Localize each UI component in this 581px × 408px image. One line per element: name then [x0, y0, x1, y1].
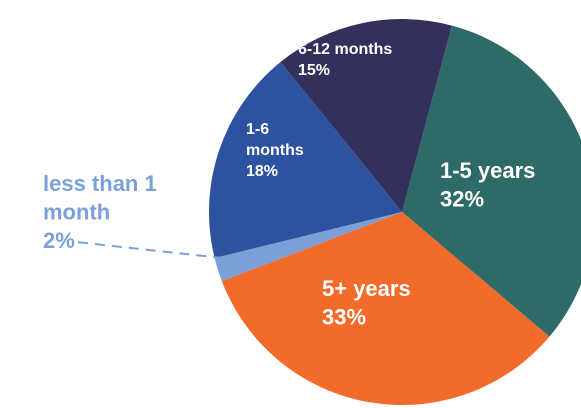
- pie-slice: [402, 25, 581, 337]
- label-line: month: [43, 199, 110, 224]
- slice-label: 1-5 years: [440, 158, 535, 183]
- slice-label: 6-12 months: [298, 41, 392, 58]
- pie-slice: [209, 62, 402, 259]
- slice-value-label: 15%: [298, 62, 330, 79]
- slice-value-label: 33%: [322, 304, 366, 329]
- slice-label: 5+ years: [322, 276, 411, 301]
- label-line: less than 1: [43, 171, 163, 196]
- slice-label: less than 1 month: [43, 171, 163, 225]
- pie-slice: [214, 212, 402, 282]
- slice-value-label: 2%: [43, 228, 75, 253]
- slice-value-label: 18%: [246, 163, 278, 180]
- label-line: months: [246, 142, 304, 159]
- pie-slice: [221, 212, 550, 406]
- label-line: 1-6: [246, 121, 274, 138]
- slice-value-label: 32%: [440, 186, 484, 211]
- leader-line: [77, 241, 223, 259]
- slice-label: 1-6 months: [246, 121, 304, 159]
- pie-slice: [280, 18, 452, 212]
